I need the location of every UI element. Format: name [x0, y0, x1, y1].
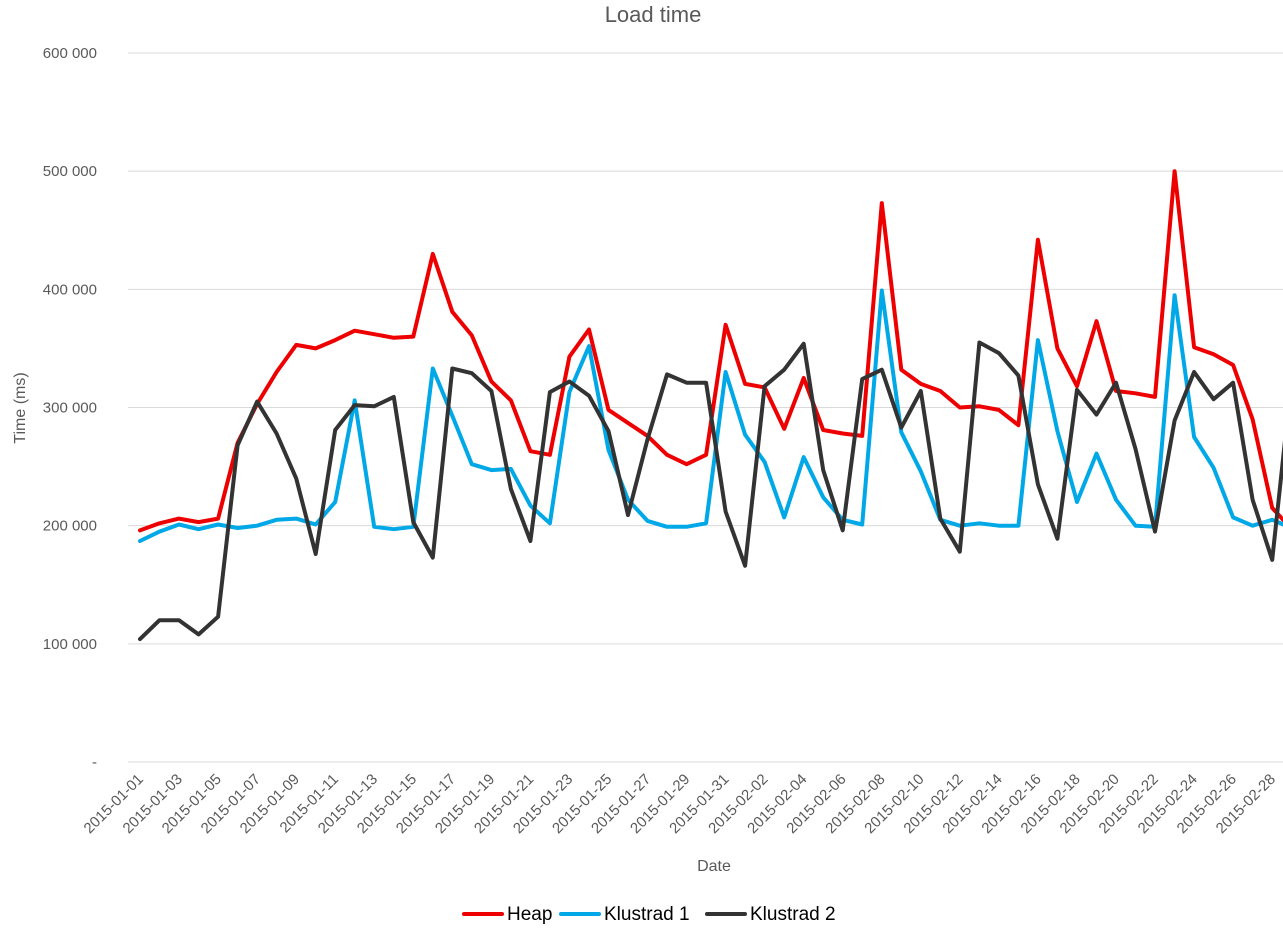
- y-tick-label: 500 000: [43, 163, 97, 180]
- gridlines: [128, 52, 1283, 763]
- y-axis-label: Time (ms): [12, 372, 29, 443]
- y-tick-label: 200 000: [43, 518, 97, 535]
- y-tick-label: -: [92, 754, 97, 771]
- legend-label: Klustrad 2: [750, 904, 836, 925]
- series-line-klustrad-2: [138, 340, 1283, 642]
- legend-label: Heap: [507, 904, 552, 925]
- y-tick-label: 400 000: [43, 281, 97, 298]
- legend-label: Klustrad 1: [604, 904, 690, 925]
- y-tick-label: 600 000: [43, 45, 97, 62]
- series-lines: [138, 169, 1283, 642]
- y-tick-label: 100 000: [43, 636, 97, 653]
- chart-title: Load time: [605, 2, 702, 27]
- y-tick-label: 300 000: [43, 400, 97, 417]
- x-axis-label: Date: [697, 858, 731, 875]
- y-axis-ticks: - 100 000 200 000 300 000 400 000 500 000 600 …: [43, 45, 97, 771]
- legend: Heap Klustrad 1 Klustrad 2: [462, 904, 836, 925]
- x-axis-ticks: 2015-01-012015-01-032015-01-052015-01-07…: [81, 771, 1279, 837]
- series-line-heap: [138, 169, 1283, 533]
